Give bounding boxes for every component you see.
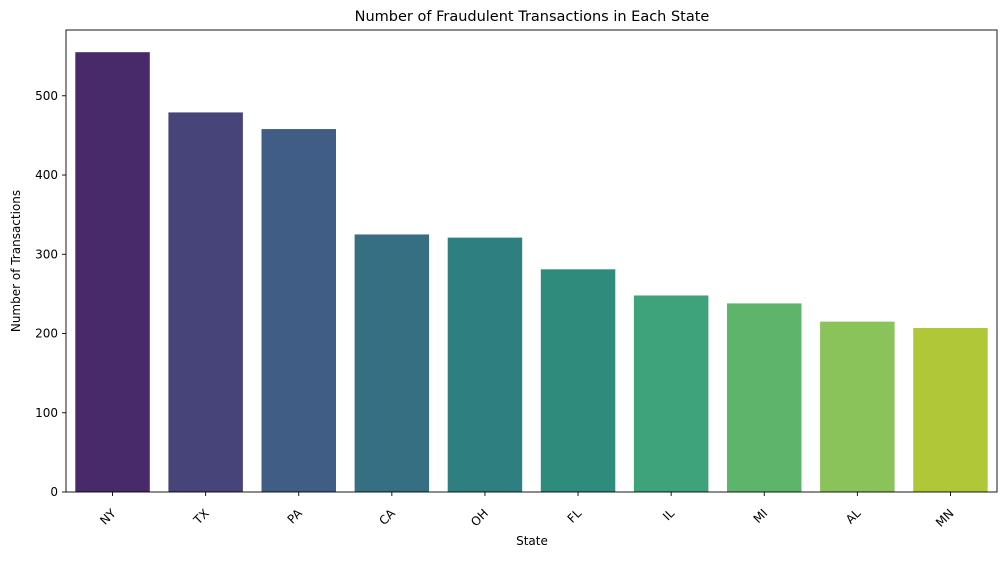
y-tick-label: 0 <box>50 485 58 499</box>
x-tick-label: NY <box>97 506 119 528</box>
bar-pa <box>261 129 336 492</box>
bar-fl <box>540 269 616 492</box>
y-tick-label: 400 <box>35 168 58 182</box>
y-axis-label: Number of Transactions <box>9 190 23 332</box>
x-tick-label: TX <box>190 506 212 528</box>
bar-al <box>820 321 895 492</box>
y-tick-label: 200 <box>35 327 58 341</box>
x-axis-ticks: NY TX PA CA OH FL IL MI AL MN <box>97 492 957 530</box>
bar-il <box>633 295 709 492</box>
x-tick-label: FL <box>565 506 585 526</box>
chart-title: Number of Fraudulent Transactions in Eac… <box>355 9 710 25</box>
x-tick-label: MN <box>933 506 957 530</box>
y-tick-label: 300 <box>35 247 58 261</box>
x-tick-label: MI <box>751 506 771 526</box>
bar-ca <box>354 234 430 493</box>
x-tick-label: AL <box>843 506 864 527</box>
plot-frame <box>65 29 998 493</box>
bar-mi <box>727 303 802 492</box>
y-tick-label: 100 <box>35 406 58 420</box>
bars-group <box>75 52 988 493</box>
y-axis-ticks: 0 100 200 300 400 500 <box>35 89 66 499</box>
x-tick-label: CA <box>376 506 398 528</box>
bar-ny <box>75 52 150 492</box>
bar-mn <box>913 327 988 492</box>
bar-oh <box>447 237 523 492</box>
x-axis-label: State <box>516 534 548 548</box>
bar-tx <box>168 112 243 492</box>
x-tick-label: PA <box>285 506 306 527</box>
y-tick-label: 500 <box>35 89 58 103</box>
x-tick-label: IL <box>660 506 677 523</box>
x-tick-label: OH <box>468 506 491 529</box>
